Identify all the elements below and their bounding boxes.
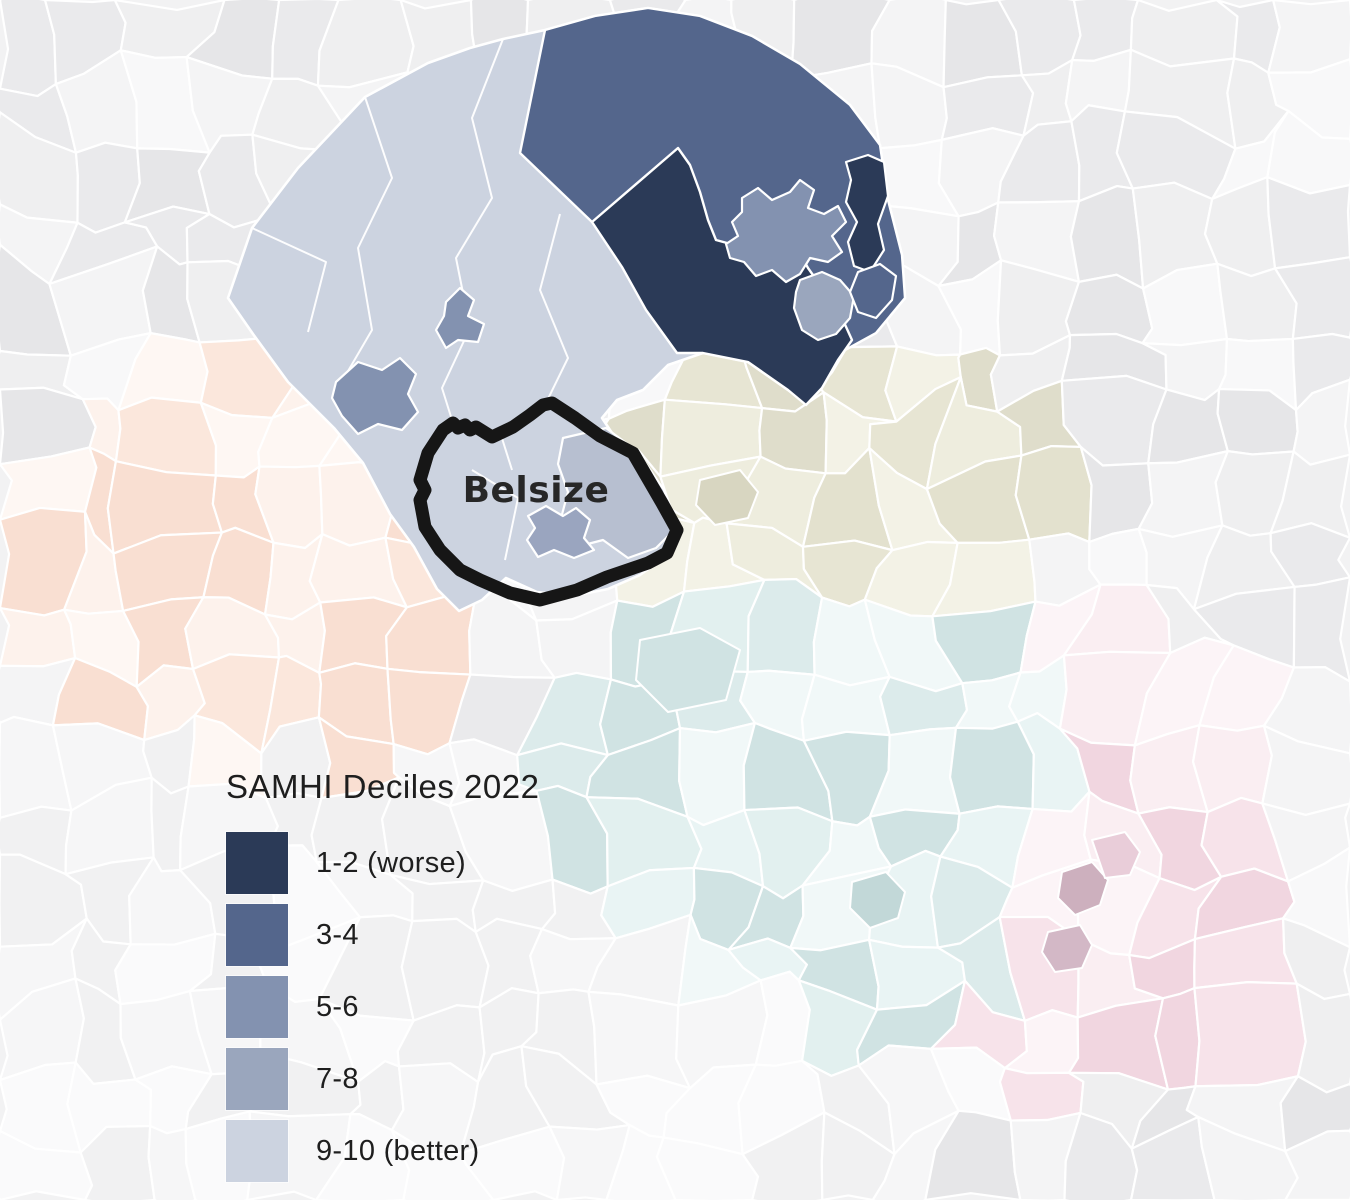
legend-item: 5-6	[226, 976, 539, 1038]
legend-item: 9-10 (better)	[226, 1120, 539, 1182]
highlighted-area-label: Belsize	[463, 470, 610, 511]
map-area-cell	[1129, 1115, 1216, 1200]
map-area-cell	[1267, 58, 1350, 140]
map-area-cell	[1193, 981, 1307, 1088]
ward-border-line	[251, 227, 327, 333]
map-accent-cell	[1041, 924, 1093, 973]
map-area-cell	[1279, 1075, 1350, 1153]
map-accent-cell	[635, 627, 741, 713]
map-area-cell	[1266, 109, 1350, 195]
map-area-cell	[871, 1109, 960, 1200]
map-area-cell	[1282, 917, 1350, 1001]
map-area-cell	[0, 1129, 94, 1200]
borough-region-5-6-west	[330, 356, 420, 436]
map-area-cell	[1137, 450, 1229, 538]
map-area-cell	[1267, 0, 1350, 74]
map-area-cell	[1069, 184, 1145, 290]
map-area-cell	[548, 1123, 631, 1200]
ward-border-line	[441, 38, 504, 421]
map-area-cell	[1284, 1129, 1350, 1200]
map-area-cell	[315, 1113, 411, 1200]
map-legend: SAMHI Deciles 2022 1-2 (worse) 3-4 5-6 7…	[226, 768, 539, 1182]
legend-swatch-7-8	[226, 1048, 288, 1110]
map-accent-cell	[849, 871, 906, 929]
map-area-cell	[820, 1111, 896, 1200]
map-area-cell	[1014, 445, 1093, 544]
map-area-cell	[1266, 176, 1350, 270]
map-area-cell	[1009, 1111, 1082, 1200]
legend-label: 1-2 (worse)	[316, 846, 466, 879]
map-area-cell	[1197, 1115, 1299, 1200]
map-area-cell	[1292, 378, 1350, 466]
map-area-cell	[147, 1124, 197, 1200]
map-area-cell	[924, 1109, 1022, 1200]
map-area-cell	[1269, 522, 1350, 589]
map-area-cell	[655, 1136, 760, 1200]
map-accent-cell	[1057, 861, 1109, 916]
legend-label: 5-6	[316, 990, 359, 1023]
map-area-cell	[459, 1125, 566, 1200]
map-area-cell	[1295, 982, 1350, 1094]
ward-border-line	[471, 469, 519, 561]
ward-border-line	[343, 96, 393, 379]
map-area-cell	[998, 1067, 1085, 1122]
legend-title: SAMHI Deciles 2022	[226, 768, 540, 805]
legend-swatch-5-6	[226, 976, 288, 1038]
map-area-cell	[1261, 724, 1350, 817]
belsize-small-region	[525, 504, 596, 560]
map-area-cell	[79, 1124, 156, 1200]
legend-label: 9-10 (better)	[316, 1134, 480, 1167]
map-area-cell	[1262, 666, 1350, 755]
map-area-cell	[948, 720, 1035, 815]
legend-rows: 1-2 (worse) 3-4 5-6 7-8 9-10 (better)	[226, 832, 539, 1182]
map-area-cell	[0, 606, 77, 668]
map-area-cell	[587, 990, 692, 1090]
map-accent-cell	[1091, 831, 1141, 879]
map-area-cell	[1191, 724, 1273, 814]
borough-region-5-6-small	[434, 286, 486, 350]
legend-swatch-3-4	[226, 904, 288, 966]
belsize-outline	[413, 396, 684, 607]
legend-label: 3-4	[316, 918, 359, 951]
map-area-cell	[1292, 576, 1350, 683]
map-area-cell	[741, 1111, 826, 1200]
ward-border-line	[539, 213, 569, 406]
map-area-cell	[1291, 332, 1350, 412]
legend-item: 3-4	[226, 904, 539, 966]
map-area-cell	[0, 0, 57, 98]
borough-region-7-8	[792, 270, 856, 342]
legend-label: 7-8	[316, 1062, 359, 1095]
borough-region-3-4-small	[848, 262, 898, 320]
borough-region-5-6	[724, 178, 848, 284]
legend-swatch-9-10	[226, 1120, 288, 1182]
borough-region-1-2-east	[844, 153, 890, 274]
map-area-cell	[1269, 450, 1350, 539]
map-area-cell	[746, 577, 824, 676]
map-area-cell	[1273, 256, 1350, 341]
legend-item: 7-8	[226, 1048, 539, 1110]
map-area-cell	[1282, 846, 1350, 949]
map-area-cell	[605, 1123, 677, 1200]
map-area-cell	[1261, 802, 1350, 883]
legend-swatch-1-2	[226, 832, 288, 894]
map-accent-cell	[695, 469, 759, 526]
map-area-cell	[1063, 1111, 1139, 1200]
legend-item: 1-2 (worse)	[226, 832, 539, 894]
map-area-cell	[390, 1129, 495, 1200]
